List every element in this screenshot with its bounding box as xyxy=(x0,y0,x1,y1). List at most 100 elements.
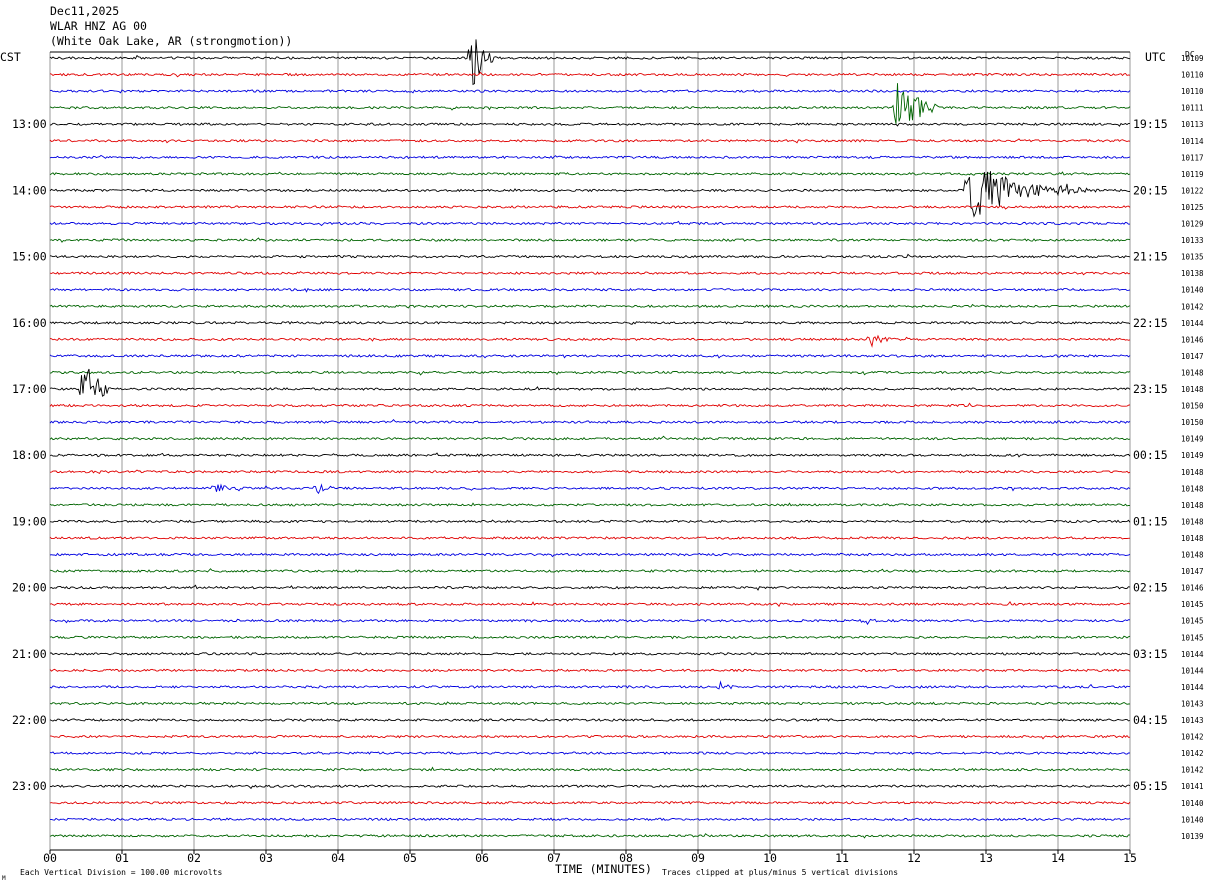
dc-offset-label: 10148 xyxy=(1181,534,1204,543)
dc-offset-label: 10146 xyxy=(1181,335,1204,344)
dc-offset-label: 10110 xyxy=(1181,87,1204,96)
dc-offset-label: 10113 xyxy=(1181,120,1204,129)
row-labels: 13:00 14:00 15:00 16:00 17:00 18:00 19:00 20:00… xyxy=(12,54,1204,841)
trace-row-9 xyxy=(49,205,1131,210)
dc-offset-label: 10146 xyxy=(1181,584,1204,593)
trace-row-29 xyxy=(49,536,1131,540)
dc-offset-label: 10148 xyxy=(1181,468,1204,477)
dc-offset-label: 10135 xyxy=(1181,253,1204,262)
trace-row-45 xyxy=(49,800,1131,805)
x-tick-label: 04 xyxy=(331,851,345,865)
x-axis-label: TIME (MINUTES) xyxy=(555,862,652,876)
x-tick-label: 02 xyxy=(187,851,201,865)
left-timezone-label: CST xyxy=(0,50,21,64)
dc-offset-label: 10125 xyxy=(1181,203,1204,212)
dc-offset-label: 10148 xyxy=(1181,501,1204,510)
dc-offset-label: 10143 xyxy=(1181,699,1204,708)
trace-row-30 xyxy=(49,552,1131,558)
right-hour-label: 21:15 xyxy=(1133,250,1168,264)
dc-offset-label: 10147 xyxy=(1181,567,1204,576)
dc-offset-label: 10142 xyxy=(1181,766,1204,775)
left-hour-label: 17:00 xyxy=(12,382,47,396)
left-hour-label: 19:00 xyxy=(12,514,47,528)
trace-row-36 xyxy=(50,652,1131,656)
trace-row-20 xyxy=(49,368,1131,397)
x-tick-label: 07 xyxy=(547,851,561,865)
date-label: Dec11,2025 xyxy=(50,4,119,18)
right-hour-label: 01:15 xyxy=(1133,514,1168,528)
dc-offset-label: 10142 xyxy=(1181,749,1204,758)
dc-offset-label: 10149 xyxy=(1181,451,1204,460)
x-tick-label: 03 xyxy=(259,851,273,865)
dc-header-label: DC xyxy=(1185,50,1195,59)
trace-row-14 xyxy=(49,287,1131,293)
trace-row-47 xyxy=(49,833,1130,839)
trace-row-0 xyxy=(49,39,1131,86)
dc-offset-label: 10145 xyxy=(1181,617,1204,626)
right-hour-label: 20:15 xyxy=(1133,183,1168,197)
trace-row-25 xyxy=(49,469,1131,475)
x-tick-label: 15 xyxy=(1123,851,1137,865)
trace-row-40 xyxy=(49,717,1131,722)
trace-row-42 xyxy=(49,751,1131,755)
trace-row-22 xyxy=(49,419,1131,424)
dc-offset-label: 10142 xyxy=(1181,302,1204,311)
trace-row-41 xyxy=(49,734,1131,740)
right-hour-label: 04:15 xyxy=(1133,713,1168,727)
dc-offset-label: 10141 xyxy=(1181,782,1204,791)
dc-offset-label: 10144 xyxy=(1181,319,1204,328)
left-hour-label: 20:00 xyxy=(12,581,47,595)
dc-offset-label: 10140 xyxy=(1181,286,1204,295)
left-hour-label: 16:00 xyxy=(12,316,47,330)
dc-offset-label: 10140 xyxy=(1181,815,1204,824)
trace-row-11 xyxy=(49,237,1131,243)
x-tick-label: 01 xyxy=(115,851,129,865)
trace-row-44 xyxy=(49,784,1131,790)
trace-row-3 xyxy=(49,83,1131,124)
trace-row-26 xyxy=(49,483,1131,495)
location-label: (White Oak Lake, AR (strongmotion)) xyxy=(50,34,292,48)
dc-offset-label: 10129 xyxy=(1181,220,1204,229)
scale-note: Each Vertical Division = 100.00 microvol… xyxy=(20,868,222,877)
trace-row-35 xyxy=(49,635,1131,640)
dc-offset-label: 10148 xyxy=(1181,517,1204,526)
left-hour-label: 23:00 xyxy=(12,779,47,793)
trace-row-24 xyxy=(49,452,1131,458)
trace-row-16 xyxy=(49,320,1131,325)
trace-row-38 xyxy=(49,680,1130,690)
dc-offset-label: 10144 xyxy=(1181,666,1204,675)
dc-offset-label: 10148 xyxy=(1181,484,1204,493)
dc-offset-label: 10145 xyxy=(1181,600,1204,609)
left-hour-label: 14:00 xyxy=(12,183,47,197)
right-hour-label: 02:15 xyxy=(1133,581,1168,595)
dc-offset-label: 10142 xyxy=(1181,733,1204,742)
right-hour-label: 23:15 xyxy=(1133,382,1168,396)
right-hour-label: 00:15 xyxy=(1133,448,1168,462)
corner-mark: M xyxy=(2,875,6,882)
dc-offset-label: 10122 xyxy=(1181,186,1204,195)
x-tick-label: 08 xyxy=(619,851,633,865)
trace-row-23 xyxy=(49,435,1131,441)
dc-offset-label: 10140 xyxy=(1181,799,1204,808)
trace-row-37 xyxy=(49,668,1131,673)
trace-group xyxy=(49,39,1131,839)
right-hour-label: 22:15 xyxy=(1133,316,1168,330)
x-tick-label: 00 xyxy=(43,851,57,865)
trace-row-4 xyxy=(49,122,1130,127)
dc-offset-label: 10133 xyxy=(1181,236,1204,245)
x-tick-label: 13 xyxy=(979,851,993,865)
left-hour-label: 22:00 xyxy=(12,713,47,727)
dc-offset-label: 10150 xyxy=(1181,402,1204,411)
trace-row-46 xyxy=(50,817,1131,822)
x-tick-label: 06 xyxy=(475,851,489,865)
trace-row-18 xyxy=(49,354,1131,359)
right-timezone-label: UTC xyxy=(1145,50,1166,64)
trace-row-12 xyxy=(49,253,1131,259)
dc-offset-label: 10109 xyxy=(1181,54,1204,63)
left-hour-label: 13:00 xyxy=(12,117,47,131)
right-hour-label: 03:15 xyxy=(1133,647,1168,661)
trace-row-43 xyxy=(49,766,1131,772)
trace-row-13 xyxy=(49,271,1131,276)
dc-offset-label: 10149 xyxy=(1181,435,1204,444)
x-tick-label: 12 xyxy=(907,851,921,865)
